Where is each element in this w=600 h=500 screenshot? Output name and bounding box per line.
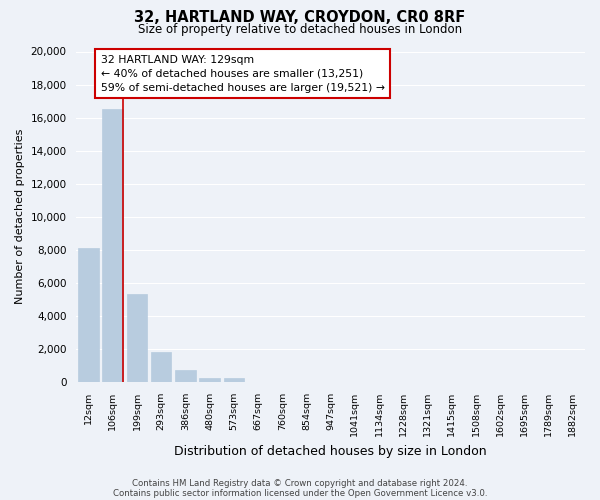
Bar	[103, 110, 123, 382]
Bar	[199, 378, 220, 382]
Text: 32 HARTLAND WAY: 129sqm
← 40% of detached houses are smaller (13,251)
59% of sem: 32 HARTLAND WAY: 129sqm ← 40% of detache…	[101, 55, 385, 93]
Bar	[151, 352, 172, 382]
Text: Contains public sector information licensed under the Open Government Licence v3: Contains public sector information licen…	[113, 488, 487, 498]
Text: Size of property relative to detached houses in London: Size of property relative to detached ho…	[138, 22, 462, 36]
Text: 32, HARTLAND WAY, CROYDON, CR0 8RF: 32, HARTLAND WAY, CROYDON, CR0 8RF	[134, 10, 466, 25]
Bar	[175, 370, 196, 382]
Text: Contains HM Land Registry data © Crown copyright and database right 2024.: Contains HM Land Registry data © Crown c…	[132, 478, 468, 488]
X-axis label: Distribution of detached houses by size in London: Distribution of detached houses by size …	[175, 444, 487, 458]
Bar	[78, 248, 99, 382]
Bar	[224, 378, 244, 382]
Y-axis label: Number of detached properties: Number of detached properties	[15, 129, 25, 304]
Bar	[127, 294, 147, 382]
